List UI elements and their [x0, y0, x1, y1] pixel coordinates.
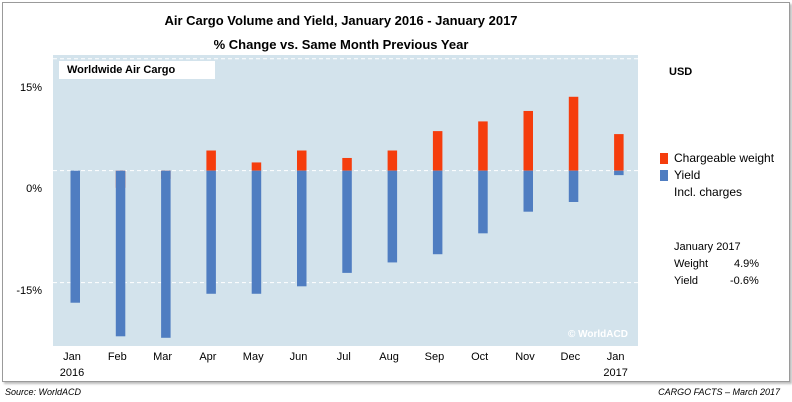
x-tick-label-2: Mar	[153, 351, 172, 363]
y-tick-label-15: 15%	[19, 82, 42, 94]
x-tick-label-1: Feb	[108, 351, 127, 363]
stats-weight-value: 4.9%	[734, 258, 760, 270]
yield-bar-7	[387, 170, 398, 263]
source-note: Source: WorldACD	[5, 387, 82, 397]
weight-bar-8	[432, 131, 443, 171]
yield-bar-4	[251, 170, 262, 294]
yield-bar-1	[115, 170, 126, 337]
weight-bar-4	[251, 162, 262, 171]
yield-bar-0	[70, 170, 80, 303]
legend-weight-swatch	[660, 153, 668, 164]
weight-bar-5	[297, 150, 307, 171]
yield-bar-9	[478, 170, 488, 234]
stats-period: January 2017	[674, 241, 741, 253]
weight-bar-10	[523, 110, 533, 171]
weight-bar-11	[568, 96, 579, 171]
weight-bar-7	[387, 150, 398, 171]
x-tick-label-7: Aug	[379, 351, 399, 363]
x-tick-label-0: Jan	[63, 351, 81, 363]
weight-bar-12	[614, 134, 624, 171]
x-tick-label-11: Dec	[561, 351, 581, 363]
legend-weight-label: Chargeable weight	[674, 151, 775, 165]
copyright-watermark: © WorldACD	[568, 329, 628, 340]
stats-weight-label: Weight	[674, 258, 709, 270]
x-tick-label-9: Oct	[471, 351, 488, 363]
x-tick-label-6: Jul	[337, 351, 351, 363]
yield-bar-10	[523, 170, 533, 212]
yield-bar-12	[614, 170, 624, 176]
y-tick-label-minus-15: -15%	[16, 285, 42, 297]
legend-yield-swatch	[660, 170, 668, 181]
yield-bar-6	[342, 170, 352, 273]
yield-bar-11	[568, 170, 579, 202]
x-tick-label-8: Sep	[425, 351, 445, 363]
chart-subtitle: % Change vs. Same Month Previous Year	[213, 37, 469, 52]
x-tick-label-12: Jan	[607, 351, 625, 363]
legend-yield-note: Incl. charges	[674, 185, 743, 199]
stats-yield-value: -0.6%	[730, 275, 759, 287]
x-tick-label-5: Jun	[290, 351, 308, 363]
x-year-label-first: 2016	[60, 367, 84, 379]
credit-note: CARGO FACTS – March 2017	[658, 387, 780, 397]
x-tick-label-3: Apr	[199, 351, 216, 363]
x-year-label-last: 2017	[603, 367, 627, 379]
x-tick-label-4: May	[243, 351, 264, 363]
inset-label: Worldwide Air Cargo	[59, 61, 215, 79]
weight-bar-3	[206, 150, 216, 171]
y-tick-label-0: 0%	[26, 183, 42, 195]
x-tick-label-10: Nov	[515, 351, 535, 363]
legend-yield-label: Yield	[674, 168, 701, 182]
weight-bar-9	[478, 121, 488, 171]
yield-bar-5	[297, 170, 307, 287]
currency-label: USD	[669, 66, 693, 78]
weight-bar-6	[342, 157, 352, 171]
yield-bar-8	[432, 170, 443, 255]
stats-yield-label: Yield	[674, 275, 699, 287]
chart-title: Air Cargo Volume and Yield, January 2016…	[164, 13, 518, 28]
yield-bar-3	[206, 170, 216, 294]
yield-bar-2	[161, 170, 171, 338]
